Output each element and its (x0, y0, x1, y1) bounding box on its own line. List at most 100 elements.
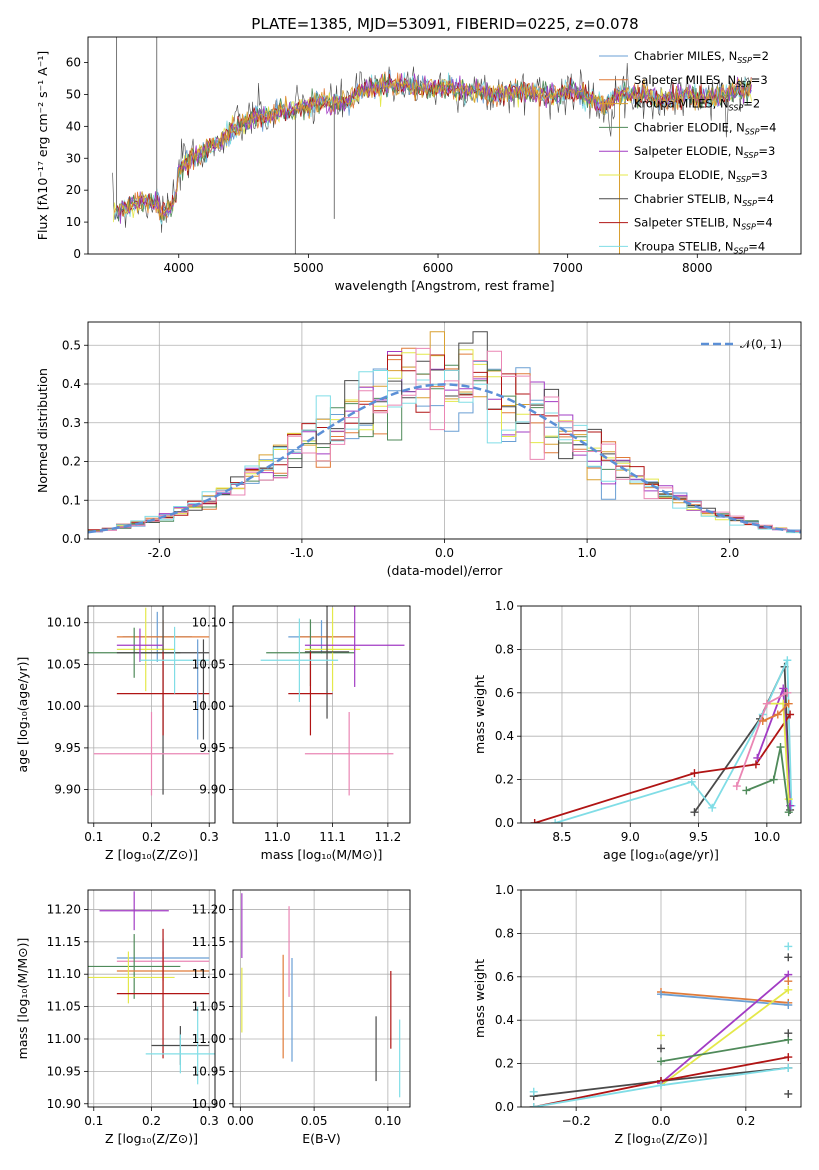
legend-label-tail: =4 (760, 120, 777, 134)
y-tick-label: 0.8 (495, 642, 514, 656)
x-tick-label: 0.0 (651, 1114, 670, 1128)
weight-marker (776, 743, 785, 752)
legend-label-sub: SSP (741, 223, 756, 232)
y-tick-label: 10.90 (192, 1097, 226, 1111)
residuals-panel: -2.0 -1.0 0.0 1.0 2.0 0.0 0.1 0.2 0.3 0.4 0.5 (data… (35, 321, 802, 578)
mass_vs_EBV-xlabel: E(B-V) (302, 1131, 341, 1146)
age_vs_mass-panel: 11.0 11.1 11.2 9.90 9.95 10.00 10.05 10.10 mass … (192, 605, 411, 862)
gaussian-curve (88, 383, 801, 534)
weight_vs_age-plot-area (521, 606, 801, 823)
legend-label-tail: =4 (756, 216, 773, 230)
legend-label-sub: SSP (729, 104, 744, 113)
weight-marker (657, 1044, 665, 1053)
y-tick-label: 11.15 (192, 935, 226, 949)
age_vs_Z-ylabel: age [log₁₀(age/yr)] (15, 657, 30, 773)
y-tick-label: 10.05 (47, 657, 81, 671)
weight-marker (657, 990, 665, 999)
x-tick-label: 0.2 (142, 1114, 161, 1128)
weight-marker (784, 953, 793, 962)
weight-line-chabrier_elodie (746, 746, 790, 813)
weight-marker (784, 1089, 793, 1098)
weight-line-chabrier_miles (660, 993, 789, 1006)
legend-label-main: Kroupa ELODIE, N (634, 168, 736, 182)
weight-line-salpeter_elodie (660, 973, 789, 1084)
legend-label-main: Kroupa STELIB, N (634, 239, 734, 253)
y-tick-label: 60 (66, 56, 81, 70)
spectrum-frame (87, 36, 802, 255)
legend-label-main: Salpeter STELIB, N (634, 216, 741, 230)
legend-label: Kroupa STELIB, NSSP=4 (634, 239, 765, 255)
y-tick-label: 0.8 (495, 926, 514, 940)
spectrum-ylabel: Flux [fλ10⁻¹⁷ erg cm⁻² s⁻¹ A⁻¹] (35, 51, 50, 240)
x-tick-label: 11.2 (375, 830, 402, 844)
x-tick-label: -2.0 (148, 546, 171, 560)
y-tick-label: 9.95 (54, 741, 81, 755)
x-tick-label: 0.2 (142, 830, 161, 844)
spectrum-plot-area (112, 37, 752, 254)
weight-marker (762, 699, 771, 708)
x-tick-label: 11.0 (264, 830, 291, 844)
age_vs_Z-panel: 0.1 0.2 0.3 9.90 9.95 10.00 10.05 10.10 Z [log₁₀… (15, 605, 219, 862)
mass_vs_Z-frame (87, 889, 216, 1108)
x-tick-label: 8000 (682, 261, 713, 275)
weight-marker (551, 819, 560, 823)
age_vs_mass-xlabel: mass [log₁₀(M/M⊙)] (261, 847, 383, 862)
residuals-xlabel: (data-model)/error (387, 563, 504, 578)
age_vs_Z-frame (87, 605, 216, 824)
y-tick-label: 9.95 (199, 741, 226, 755)
weight-marker (783, 688, 792, 697)
x-tick-label: 7000 (552, 261, 583, 275)
y-tick-label: 10.95 (47, 1064, 81, 1078)
y-tick-label: 10.10 (47, 616, 81, 630)
residuals-plot-area (88, 322, 801, 539)
x-tick-label: 6000 (423, 261, 454, 275)
weight-marker (732, 782, 741, 791)
legend-label-sub: SSP (737, 56, 752, 65)
weight-marker (784, 795, 793, 804)
x-tick-label: 10.0 (753, 830, 780, 844)
legend-label-sub: SSP (745, 127, 760, 136)
y-tick-label: 0.0 (495, 1100, 514, 1114)
y-tick-label: 0.2 (495, 773, 514, 787)
legend-label-main: Kroupa MILES, N (634, 97, 729, 111)
legend-label-main: Chabrier STELIB, N (634, 192, 742, 206)
legend-label-main: Salpeter MILES, N (634, 73, 736, 87)
weight-marker (690, 769, 699, 778)
weight-marker (687, 777, 696, 786)
weight-line-salpeter_miles (660, 991, 789, 1004)
y-tick-label: 40 (66, 119, 81, 133)
y-tick-label: 0.6 (495, 970, 514, 984)
y-tick-label: 0.2 (62, 455, 81, 469)
age_vs_mass-plot-area (233, 606, 410, 823)
mass_vs_EBV-frame (232, 889, 411, 1108)
x-tick-label: 4000 (163, 261, 194, 275)
weight_vs_age-frame (520, 605, 802, 824)
y-tick-label: 0.3 (62, 416, 81, 430)
spectrum-xlabel: wavelength [Angstrom, rest frame] (334, 278, 554, 293)
y-tick-label: 0.4 (495, 1013, 514, 1027)
legend-label-tail: =2 (752, 49, 769, 63)
legend-label-tail: =3 (751, 73, 768, 87)
legend-label-sub: SSP (736, 80, 751, 89)
weight-marker (773, 710, 782, 719)
weight_vs_Z-ylabel: mass weight (472, 959, 487, 1038)
weight-marker (529, 1087, 538, 1096)
y-tick-label: 30 (66, 151, 81, 165)
age_vs_Z-plot-area (88, 606, 215, 823)
legend-label-tail: =4 (757, 192, 774, 206)
weight-marker (784, 1001, 793, 1010)
legend-label-main: Chabrier ELODIE, N (634, 120, 745, 134)
legend-label-tail: =3 (758, 144, 775, 158)
legend-label-tail: =2 (743, 97, 760, 111)
weight-marker (529, 1103, 538, 1107)
y-tick-label: 0.0 (62, 532, 81, 546)
weight-marker (657, 1057, 665, 1066)
y-tick-label: 0.2 (495, 1057, 514, 1071)
weight-marker (784, 1053, 793, 1062)
weight_vs_Z-xlabel: Z [log₁₀(Z/Z⊙)] (615, 1131, 708, 1146)
y-tick-label: 0.0 (495, 816, 514, 830)
legend-label: Salpeter MILES, NSSP=3 (634, 73, 768, 89)
weight-marker (784, 942, 793, 951)
mass_vs_Z-xlabel: Z [log₁₀(Z/Z⊙)] (105, 1131, 198, 1146)
